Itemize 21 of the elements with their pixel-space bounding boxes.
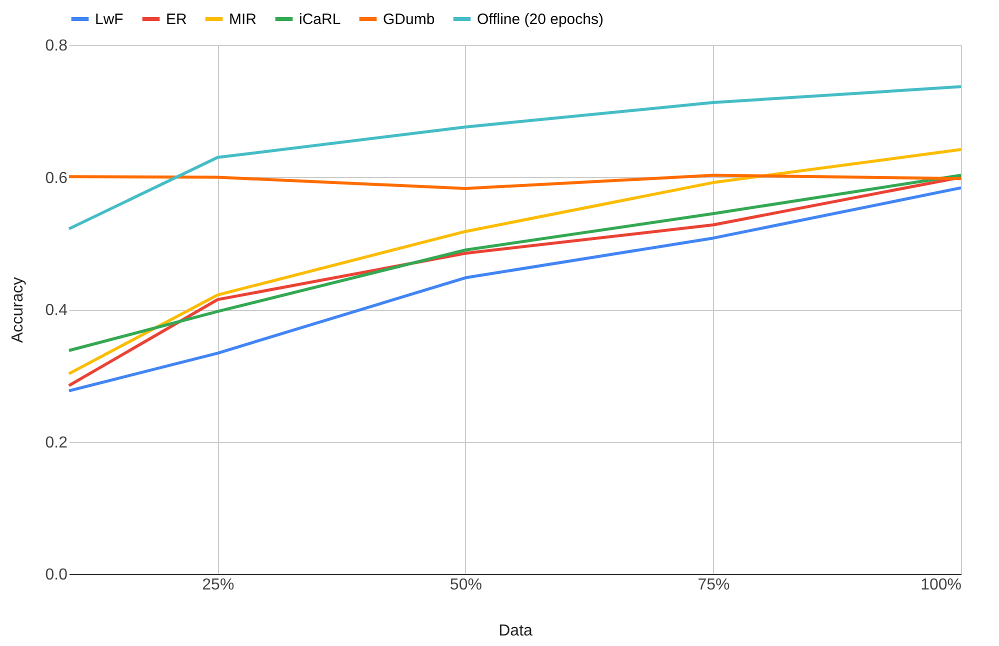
y-tick-label: 0.8 — [45, 38, 68, 54]
legend-label: Offline (20 epochs) — [477, 11, 604, 28]
legend-label: LwF — [95, 11, 124, 28]
line-series — [68, 174, 962, 190]
line-series — [68, 85, 962, 230]
y-tick-label: 0.0 — [45, 566, 68, 584]
legend-label: MIR — [229, 11, 257, 28]
legend-label: iCaRL — [299, 11, 341, 28]
x-tick-label: 50% — [450, 576, 482, 594]
x-tick-label: 75% — [698, 576, 730, 594]
y-tick-label: 0.2 — [45, 434, 68, 452]
x-tick-label: 25% — [202, 576, 234, 594]
legend-label: ER — [166, 11, 188, 28]
y-axis-title: Accuracy — [9, 277, 26, 343]
x-tick-label: 100% — [920, 576, 962, 594]
line-series — [68, 174, 962, 352]
line-series — [68, 148, 962, 376]
y-tick-label: 0.6 — [45, 170, 68, 187]
y-tick-label: 0.4 — [45, 302, 68, 319]
legend-label: GDumb — [383, 11, 435, 28]
x-axis-title: Data — [498, 622, 532, 640]
